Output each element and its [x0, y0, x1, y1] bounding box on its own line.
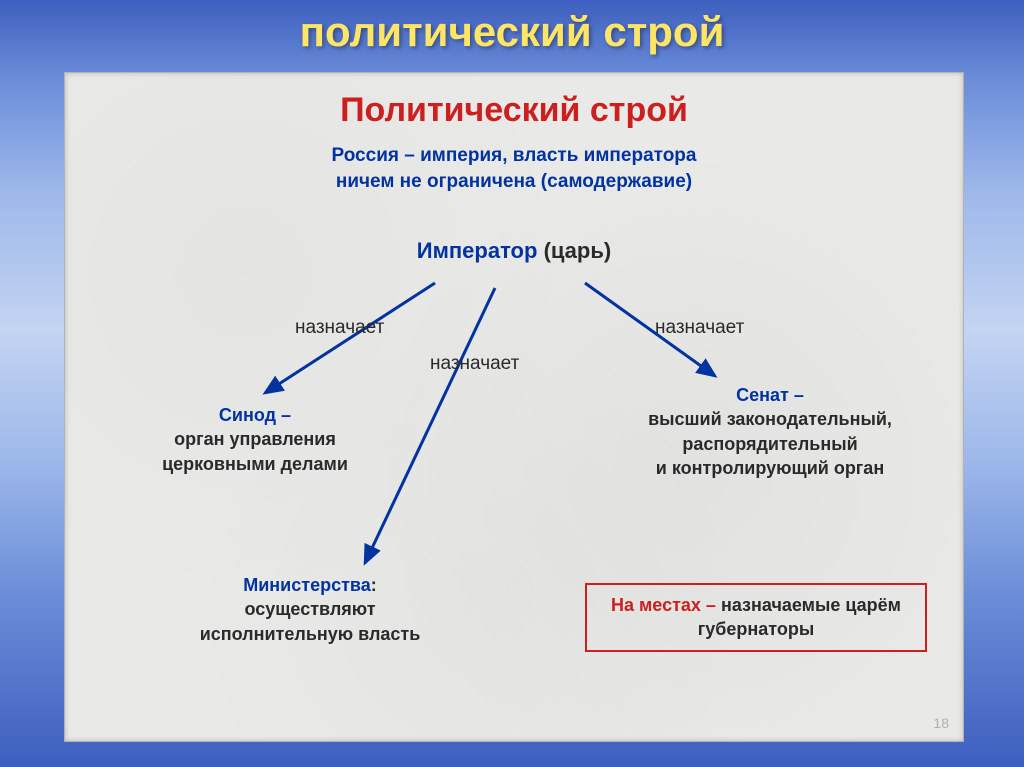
- governors-rest1: назначаемые царём: [716, 595, 901, 615]
- appoints-label-right: назначает: [655, 317, 744, 339]
- ministries-colon: :: [371, 575, 377, 595]
- page-number: 18: [933, 715, 949, 731]
- synod-line2: орган управления: [174, 429, 336, 449]
- ministries-line2: осуществляют: [244, 599, 375, 619]
- ministries-lead: Министерства: [243, 575, 371, 595]
- synod-node: Синод – орган управления церковными дела…: [125, 403, 385, 476]
- emperor-node: Император (царь): [65, 238, 963, 264]
- governors-box: На местах – назначаемые царём губернатор…: [585, 583, 927, 652]
- slide-title: политический строй: [0, 8, 1024, 56]
- appoints-label-left: назначает: [295, 317, 384, 339]
- ministries-line3: исполнительную власть: [200, 624, 421, 644]
- governors-line2: губернаторы: [698, 619, 814, 639]
- senate-node: Сенат – высший законодательный, распоряд…: [605, 383, 935, 480]
- emperor-label: Император: [417, 238, 538, 263]
- content-subtitle: Россия – империя, власть императора ниче…: [65, 143, 963, 194]
- ministries-node: Министерства: осуществляют исполнительну…: [165, 573, 455, 646]
- senate-line4: и контролирующий орган: [656, 458, 884, 478]
- content-heading: Политический строй: [65, 91, 963, 130]
- content-panel: Политический строй Россия – империя, вла…: [64, 72, 964, 742]
- appoints-label-mid: назначает: [430, 353, 519, 375]
- senate-line3: распорядительный: [682, 434, 857, 454]
- slide-background: политический строй Политический строй Ро…: [0, 0, 1024, 767]
- synod-line3: церковными делами: [162, 454, 348, 474]
- subtitle-line1: Россия – империя, власть императора: [332, 145, 697, 166]
- senate-line2: высший законодательный,: [648, 409, 892, 429]
- senate-lead: Сенат –: [736, 385, 804, 405]
- synod-lead: Синод –: [219, 405, 291, 425]
- subtitle-line2: ничем не ограничена (самодержавие): [336, 171, 692, 192]
- governors-lead: На местах –: [611, 595, 716, 615]
